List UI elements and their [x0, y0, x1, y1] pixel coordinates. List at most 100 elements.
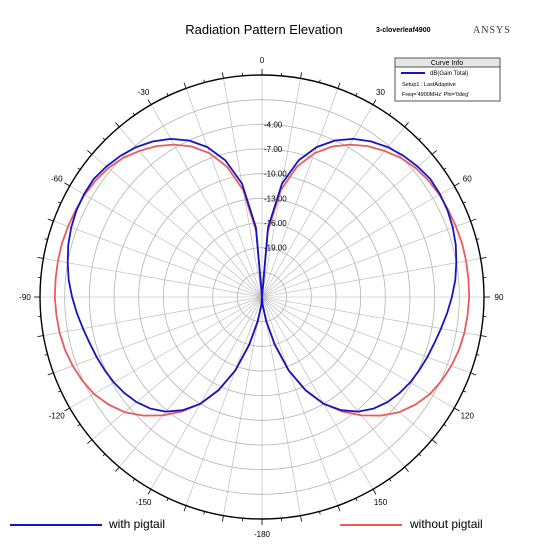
radial-tick-label: -19.00 [264, 244, 287, 253]
grid-spoke [53, 220, 263, 298]
grid-spoke [261, 220, 471, 298]
pattern-curves [53, 138, 471, 417]
grid-spoke [261, 296, 374, 490]
grid-spoke [91, 296, 263, 440]
outer-tick [418, 453, 422, 457]
outer-tick [463, 201, 467, 204]
outer-tick [355, 92, 358, 96]
radial-tick-label: -10.00 [264, 170, 287, 179]
angle-tick-label: 150 [374, 498, 388, 507]
legend-label-with-pigtail: with pigtail [109, 517, 166, 531]
outer-tick [77, 424, 81, 427]
radial-tick-label: -7.00 [264, 145, 283, 154]
grid-spoke [69, 185, 263, 298]
grid-spoke [261, 185, 455, 298]
outer-tick [372, 99, 377, 105]
outer-tick [222, 72, 224, 79]
outer-tick [480, 257, 487, 259]
outer-tick [203, 79, 205, 83]
angle-tick-label: 30 [376, 88, 385, 97]
outer-tick [183, 505, 187, 512]
grid-spoke [185, 88, 263, 298]
outer-tick [372, 489, 377, 495]
radial-tick-label: -16.00 [264, 219, 287, 228]
outer-tick [37, 335, 44, 337]
outer-tick [463, 390, 467, 393]
outer-tick [87, 150, 93, 155]
outer-tick [476, 238, 480, 240]
outer-tick [37, 257, 44, 259]
grid-spoke [185, 296, 263, 506]
grid-spoke [150, 104, 263, 298]
outer-tick [203, 511, 205, 515]
curve-info-params: Freq='4900MHz' Phi='0deg' [402, 92, 469, 98]
angle-tick-label: -30 [138, 88, 150, 97]
grid-spoke [53, 296, 263, 374]
grid-spoke [69, 296, 263, 409]
outer-tick [470, 372, 477, 376]
outer-tick [431, 439, 437, 444]
radial-tick-labels: -4.00 -7.00 -10.00 -13.00 -16.00 -19.00 [264, 120, 287, 252]
grid-spoke [261, 126, 405, 298]
grid-spoke [261, 296, 301, 516]
outer-tick [166, 92, 169, 96]
angle-tick-labels: 0 30 60 90 120 150 -180 -150 -120 -90 -60 -30 [19, 56, 504, 539]
outer-tick [47, 372, 54, 376]
outer-tick [454, 407, 460, 412]
chart-title: Radiation Pattern Elevation [185, 22, 343, 37]
outer-tick [222, 515, 224, 522]
grid-spoke [150, 296, 263, 490]
outer-tick [443, 424, 447, 427]
outer-tick [87, 439, 93, 444]
angle-tick-label: 0 [260, 56, 265, 65]
series-line-with-pigtail [66, 138, 458, 413]
radial-tick-label: -13.00 [264, 194, 287, 203]
outer-tick [64, 182, 70, 187]
outer-tick [389, 112, 392, 116]
angle-tick-label: 60 [463, 175, 472, 184]
outer-tick [300, 515, 302, 522]
angle-tick-label: -60 [51, 175, 63, 184]
outer-tick [147, 99, 152, 105]
angle-tick-label: 90 [495, 293, 504, 302]
legend-label-without-pigtail: without pigtail [410, 517, 483, 531]
grid-spoke [223, 296, 263, 516]
outer-tick [337, 505, 341, 512]
outer-tick [431, 150, 437, 155]
grid-spoke [261, 104, 374, 298]
legend-swatch-without-pigtail [340, 524, 402, 526]
outer-tick [480, 335, 487, 337]
angle-tick-label: 120 [461, 412, 475, 421]
outer-tick [57, 201, 61, 204]
curve-info-box: Curve Info dB(Gain Total) Setup1 : LastA… [394, 57, 501, 102]
outer-tick [44, 238, 48, 240]
curve-info-title: Curve Info [431, 60, 463, 67]
outer-tick [476, 354, 480, 356]
grid-spoke [119, 296, 263, 468]
outer-tick [77, 167, 81, 170]
grid-spoke [43, 258, 263, 298]
outer-tick [44, 354, 48, 356]
grid-spoke [91, 154, 263, 298]
grid-spoke [261, 296, 339, 506]
grid-spoke [261, 296, 481, 336]
outer-tick [454, 182, 460, 187]
grid-spoke [43, 296, 263, 336]
angle-tick-label: -90 [19, 293, 31, 302]
outer-tick [319, 79, 321, 83]
outer-tick [132, 112, 135, 116]
outer-tick [418, 137, 422, 141]
outer-tick [337, 82, 341, 89]
outer-tick [132, 478, 135, 482]
outer-tick [389, 478, 392, 482]
outer-tick [355, 498, 358, 502]
outer-tick [47, 218, 54, 222]
outer-tick [404, 122, 409, 128]
outer-tick [300, 72, 302, 79]
outer-tick [147, 489, 152, 495]
angle-tick-label: -120 [49, 412, 66, 421]
grid-spoke [261, 296, 455, 409]
radial-tick-label: -4.00 [264, 120, 283, 129]
grid-spoke [261, 154, 433, 298]
